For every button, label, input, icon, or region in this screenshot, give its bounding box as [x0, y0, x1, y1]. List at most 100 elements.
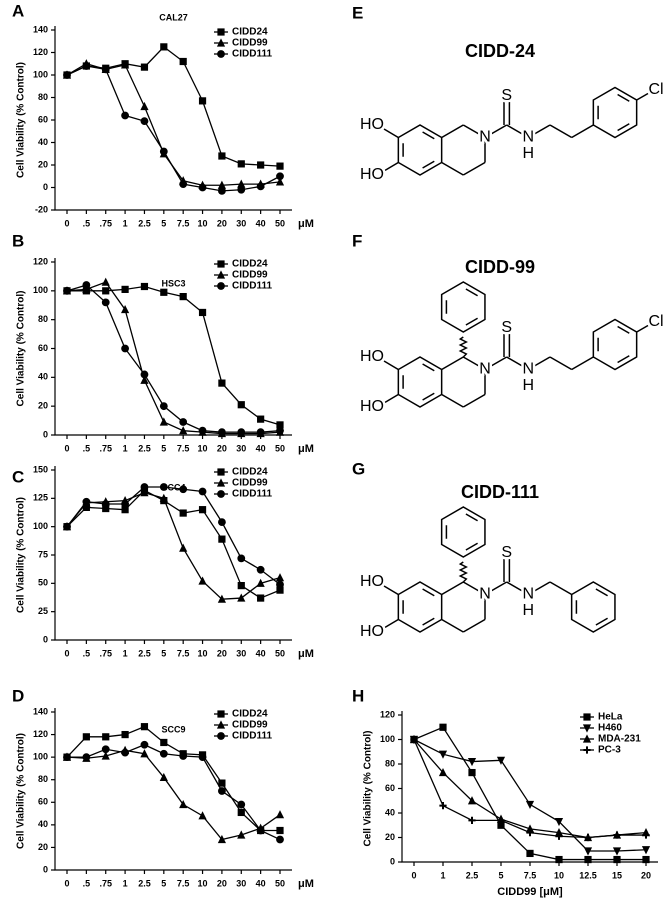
x-tick-label: 1	[123, 443, 128, 453]
marker	[179, 426, 188, 435]
marker	[121, 344, 129, 353]
legend-label: MDA-231	[598, 734, 641, 745]
bond	[527, 356, 551, 371]
x-tick-label: 5	[161, 218, 166, 228]
marker	[216, 270, 226, 279]
marker	[237, 582, 245, 590]
marker	[256, 428, 265, 437]
marker	[179, 752, 188, 760]
panel-label: B	[12, 231, 24, 250]
marker	[582, 724, 592, 733]
x-unit: μM	[298, 878, 314, 890]
marker	[63, 753, 71, 762]
ring	[592, 86, 638, 139]
bond	[465, 288, 478, 297]
marker	[642, 831, 650, 839]
marker	[497, 821, 505, 829]
series-line	[66, 65, 281, 192]
marker	[159, 417, 168, 426]
legend-label: CIDD99	[232, 270, 268, 281]
bond	[465, 542, 478, 551]
marker	[275, 573, 285, 582]
marker	[179, 57, 187, 66]
y-tick-label: 40	[38, 372, 48, 382]
x-tick-label: 30	[236, 443, 246, 453]
bond	[506, 124, 529, 139]
legend-label: CIDD24	[232, 27, 268, 38]
y-tick-label: 75	[38, 549, 48, 559]
y-tick-label: 20	[38, 842, 48, 852]
marker	[217, 28, 225, 36]
marker	[554, 817, 564, 827]
x-unit: μM	[298, 218, 314, 230]
bond	[484, 124, 508, 139]
y-tick-label: 100	[380, 734, 395, 744]
bond	[422, 363, 435, 372]
marker	[82, 733, 90, 741]
x-tick-label: 40	[256, 878, 266, 888]
y-tick-label: 0	[43, 429, 48, 439]
marker	[237, 808, 245, 817]
marker	[217, 260, 225, 268]
legend-label: CIDD111	[232, 731, 272, 742]
x-tick-label: 0	[411, 870, 416, 880]
legend-label: CIDD111	[232, 489, 272, 500]
x-tick-label: .5	[83, 878, 91, 888]
bond	[383, 585, 399, 596]
marker	[237, 428, 246, 437]
marker	[102, 504, 110, 513]
bond	[617, 123, 630, 132]
x-tick-label: 10	[198, 648, 208, 658]
marker	[217, 732, 225, 740]
bond	[462, 393, 486, 408]
panel-label: H	[352, 686, 364, 705]
legend-label: CIDD111	[232, 281, 272, 292]
atom-label: S	[501, 544, 512, 561]
series-line	[66, 725, 280, 832]
marker	[218, 779, 226, 787]
marker	[120, 304, 130, 314]
bond	[506, 581, 529, 596]
marker	[217, 594, 227, 603]
marker	[257, 415, 265, 423]
atom-label: HO	[360, 166, 384, 183]
atom-label: N	[523, 361, 535, 378]
marker	[216, 720, 226, 729]
chart-title: SCC9	[161, 724, 185, 734]
x-tick-label: .75	[99, 218, 112, 228]
y-tick-label: 40	[38, 137, 48, 147]
marker	[101, 277, 110, 286]
marker	[216, 478, 226, 487]
marker	[198, 97, 207, 105]
chart-title: HSC3	[161, 278, 185, 288]
marker	[237, 800, 246, 809]
marker	[198, 753, 207, 762]
marker	[217, 710, 225, 718]
x-tick-label: 2.5	[138, 878, 151, 888]
marker	[101, 500, 110, 508]
legend-label: PC-3	[598, 745, 621, 756]
panel-label: A	[12, 1, 24, 20]
atom-label: N	[479, 129, 491, 146]
marker	[256, 565, 265, 574]
y-tick-label: 100	[33, 285, 48, 295]
marker	[121, 748, 129, 757]
atom-label: HO	[360, 116, 384, 133]
x-tick-label: 5	[498, 870, 503, 880]
marker	[121, 506, 129, 514]
marker	[217, 50, 225, 58]
marker	[218, 787, 226, 795]
marker	[410, 735, 418, 744]
marker	[467, 757, 477, 767]
atom-label: H	[523, 145, 535, 162]
marker	[257, 594, 265, 602]
marker	[276, 586, 284, 594]
bond	[549, 124, 573, 139]
marker	[526, 829, 534, 837]
bond	[527, 581, 551, 596]
marker	[140, 483, 149, 491]
marker	[583, 746, 591, 754]
x-tick-label: 10	[198, 443, 208, 453]
x-tick-label: .75	[99, 878, 112, 888]
